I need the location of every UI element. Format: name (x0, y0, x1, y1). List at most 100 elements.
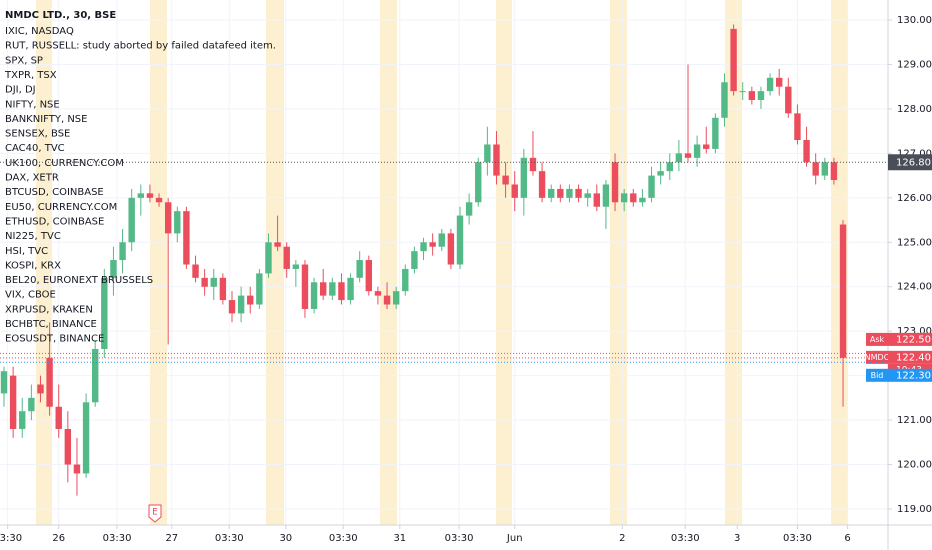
candle-body (693, 144, 701, 158)
candle-body (183, 211, 190, 265)
candle-body (320, 282, 327, 296)
candle-body (675, 153, 683, 163)
candle-body (292, 264, 300, 269)
x-tick-label: 03:30 (103, 533, 132, 544)
overlay-symbol: XRPUSD, KRAKEN (5, 304, 93, 315)
candle-body (794, 113, 801, 141)
price-label: 122.40 (896, 352, 931, 363)
y-tick-label: 119.00 (897, 504, 932, 515)
x-tick-label: 2 (619, 533, 625, 544)
overlay-symbol: IXIC, NASDAQ (5, 26, 74, 37)
candle-body (137, 193, 144, 198)
session-band (610, 0, 627, 525)
overlay-symbol: ETHUSD, COINBASE (5, 216, 104, 227)
candle-body (19, 411, 26, 429)
overlay-symbol: RUT, RUSSELL: study aborted by failed da… (5, 41, 276, 52)
overlay-symbol: EOSUSDT, BINANCE (5, 334, 104, 345)
candle-body (520, 157, 528, 198)
last-close-box (888, 154, 932, 171)
candle-body (730, 28, 737, 92)
candle-body (392, 291, 400, 305)
overlay-symbol: DAX, XETR (5, 173, 59, 184)
x-tick-label: 6 (844, 533, 850, 544)
candle-body (146, 193, 154, 198)
candle-body (812, 162, 819, 176)
candle-body (64, 428, 72, 465)
x-tick-label: 03:30 (783, 533, 812, 544)
y-tick-label: 120.00 (897, 460, 932, 471)
overlay-symbol: CAC40, TVC (5, 143, 65, 154)
candle-body (502, 175, 509, 185)
price-box (888, 350, 932, 364)
overlay-symbol: SENSEX, BSE (5, 129, 70, 140)
price-label: 122.50 (896, 334, 931, 345)
price-box (888, 368, 932, 382)
candle-body (411, 251, 418, 269)
candle-body (830, 162, 838, 181)
candle-body (383, 295, 391, 305)
x-tick-label: 03:30 (215, 533, 244, 544)
candle-body (593, 193, 600, 207)
candle-body (548, 188, 555, 198)
overlay-symbol: BEL20, EURONEXT BRUSSELS (5, 275, 153, 286)
candle-body (46, 357, 53, 407)
price-name-box (866, 332, 888, 346)
candle-body (374, 291, 382, 296)
overlay-symbol: BTCUSD, COINBASE (5, 187, 104, 198)
candle-body (174, 211, 181, 234)
candle-body (803, 140, 810, 163)
candle-body (839, 224, 847, 358)
candle-body (283, 246, 290, 269)
session-band (150, 0, 167, 525)
candle-body (684, 153, 692, 158)
overlay-symbol: DJI, DJ (5, 85, 36, 96)
candle-body (703, 144, 710, 149)
overlay-symbol: UK100, CURRENCY.COM (5, 158, 124, 169)
candle-body (101, 277, 108, 349)
candle-body (648, 175, 655, 198)
overlay-symbol: VIX, CBOE (5, 290, 56, 301)
x-tick-label: 03:30 (445, 533, 474, 544)
candle-body (256, 273, 263, 305)
x-tick-label: Jun (506, 533, 523, 544)
overlay-symbol: TXPR, TSX (4, 70, 57, 81)
x-tick-label: 27 (165, 533, 178, 544)
x-tick-label: 03:30 (671, 533, 700, 544)
candle-body (219, 277, 227, 301)
price-name-box (866, 368, 888, 382)
price-box (888, 332, 932, 346)
candle-body (465, 202, 473, 216)
candle-body (493, 144, 500, 176)
session-band (831, 0, 848, 525)
candle-body (210, 277, 217, 287)
x-tick-label: 26 (52, 533, 65, 544)
candle-body (456, 215, 464, 265)
candle-body (356, 260, 363, 278)
candle-body (228, 300, 236, 314)
y-tick-label: 128.00 (897, 104, 932, 115)
candle-body (757, 91, 765, 101)
candle-body (329, 282, 336, 296)
y-tick-label: 130.00 (897, 15, 932, 26)
candle-body (538, 171, 546, 198)
candle-body (82, 402, 90, 474)
y-tick-label: 126.00 (897, 193, 932, 204)
event-marker-shape (148, 504, 162, 523)
candle-body (365, 260, 372, 292)
candle-body (338, 282, 345, 301)
candle-body (110, 260, 117, 278)
y-tick-label: 124.00 (897, 282, 932, 293)
candle-body (28, 397, 35, 412)
candle-body (192, 264, 199, 278)
candle-body (821, 162, 828, 176)
candle-body (557, 188, 564, 198)
candle-body (301, 264, 309, 309)
candle-body (164, 202, 172, 234)
session-band (380, 0, 397, 525)
candle-body (119, 242, 126, 261)
session-band (496, 0, 512, 525)
price-label: 122.30 (896, 370, 931, 381)
overlay-symbol: NIFTY, NSE (5, 99, 60, 110)
chart-title: NMDC LTD., 30, BSE (5, 10, 116, 21)
